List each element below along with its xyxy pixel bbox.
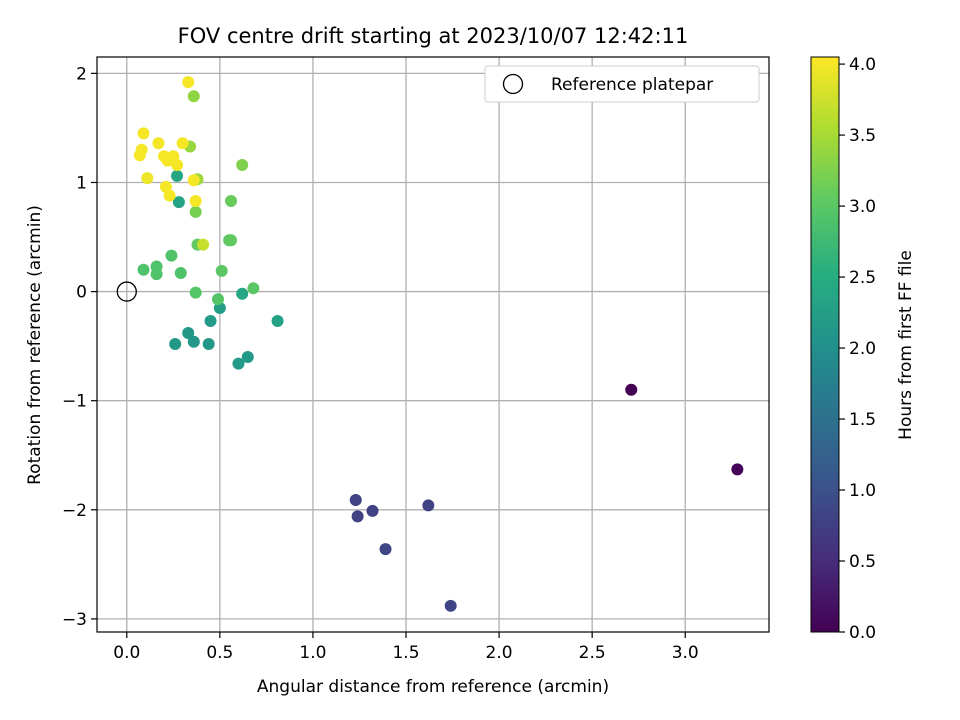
data-point [211,293,224,306]
plot-frame [96,56,770,633]
data-point [172,196,185,209]
data-point [225,234,238,247]
y-tick-label: −1 [62,392,87,412]
colorbar-gradient [810,56,840,633]
data-point [187,90,200,103]
colorbar-tick-label: 3.0 [849,197,876,217]
data-point [182,76,195,89]
y-tick-label: 0 [76,283,87,303]
data-point [165,249,178,262]
reference-layer [116,281,137,302]
x-axis-ticks: 0.0 0.5 1.0 1.5 2.0 2.5 3.0 [113,632,699,663]
colorbar-tick-label: 4.0 [849,55,876,75]
colorbar-label: Hours from first FF file [896,250,916,440]
legend-label: Reference platepar [551,75,713,95]
y-tick-label: 1 [76,173,87,193]
x-tick-label: 1.5 [392,643,419,663]
data-point [625,383,638,396]
colorbar-tick-label: 1.0 [849,481,876,501]
data-point [176,137,189,150]
colorbar: 0.0 0.5 1.0 1.5 2.0 2.5 3.0 3.5 4.0 Hours from f… [810,55,916,643]
data-point [444,599,457,612]
data-point [137,263,150,276]
data-point [236,287,249,300]
y-axis-label: Rotation from reference (arcmin) [25,205,45,485]
data-point [197,238,210,251]
colorbar-tick-label: 2.0 [849,339,876,359]
y-axis-ticks: −3 −2 −1 0 1 2 [62,64,97,630]
colorbar-tick-label: 0.0 [849,623,876,643]
data-point [174,267,187,280]
colorbar-tick-label: 2.5 [849,268,876,288]
legend-box [484,65,760,103]
data-point [202,337,215,350]
data-point [141,172,154,185]
data-point [182,327,195,340]
data-point [150,268,163,281]
data-point [137,127,150,140]
data-point [731,463,744,476]
data-point [135,143,148,156]
x-axis-label: Angular distance from reference (arcmin) [257,677,609,697]
chart-title: FOV centre drift starting at 2023/10/07 … [178,24,689,48]
legend-marker [502,73,524,95]
data-point [189,286,202,299]
data-point [351,510,364,523]
data-point [247,282,260,295]
y-tick-label: −3 [62,610,87,630]
data-point [187,335,200,348]
x-tick-label: 0.0 [113,643,140,663]
data-point [366,504,379,517]
data-point [271,315,284,328]
data-point [189,205,202,218]
data-point [163,189,176,202]
data-point [189,195,202,208]
data-point [236,159,249,172]
y-tick-label: 2 [76,64,87,84]
colorbar-tick-label: 1.5 [849,410,876,430]
data-point [169,337,182,350]
colorbar-ticks: 0.0 0.5 1.0 1.5 2.0 2.5 3.0 3.5 4.0 [839,55,876,643]
data-point [152,137,165,150]
data-point [232,357,245,370]
scatter-points [133,76,744,612]
x-tick-label: 2.5 [579,643,606,663]
data-point [171,159,184,172]
legend: Reference platepar [484,65,760,103]
data-point [204,315,217,328]
data-point [171,169,184,182]
reference-platepar-marker [116,281,137,302]
data-point [379,543,392,556]
data-point [241,351,254,364]
x-tick-label: 0.5 [206,643,233,663]
x-tick-label: 2.0 [486,643,513,663]
data-point [215,264,228,277]
data-point [349,493,362,506]
colorbar-tick-label: 3.5 [849,126,876,146]
data-point [187,174,200,187]
data-point [422,499,435,512]
data-point [225,195,238,208]
colorbar-tick-label: 0.5 [849,552,876,572]
x-tick-label: 3.0 [672,643,699,663]
y-tick-label: −2 [62,501,87,521]
x-tick-label: 1.0 [299,643,326,663]
